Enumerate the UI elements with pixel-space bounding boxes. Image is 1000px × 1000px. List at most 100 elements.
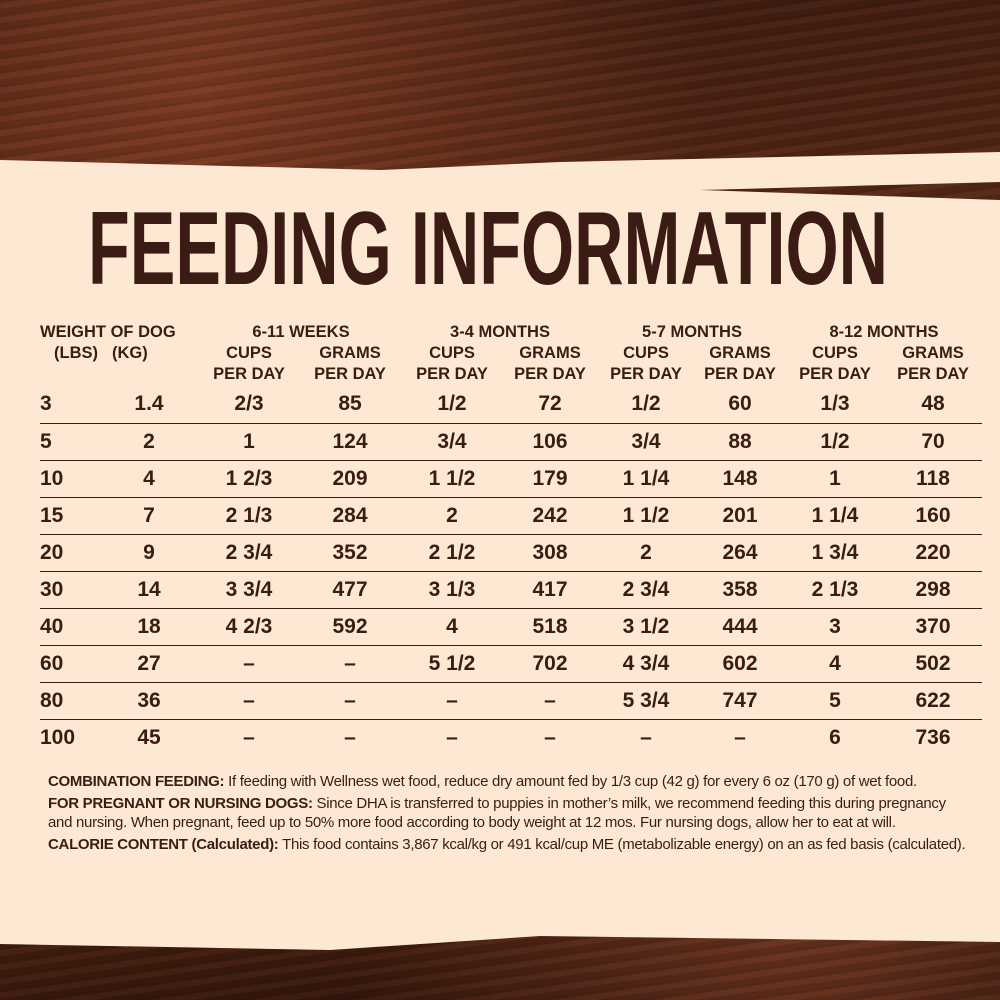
note-text: This food contains 3,867 kcal/kg or 491 … xyxy=(278,836,966,853)
header-grams: GRAMS xyxy=(709,344,771,362)
table-cell: 1 1/2 xyxy=(598,497,694,535)
table-row: 5 2 1 124 3/4 106 3/4 88 1/2 70 xyxy=(40,423,982,461)
table-cell: 209 xyxy=(298,460,402,498)
table-cell: – xyxy=(502,682,598,720)
table-cell: 160 xyxy=(884,497,982,535)
table-cell: 592 xyxy=(298,608,402,646)
table-cell: 80 xyxy=(40,682,98,720)
table-cell: 220 xyxy=(884,534,982,572)
table-cell: 1/3 xyxy=(786,385,884,424)
table-row: 20 9 2 3/4 352 2 1/2 308 2 264 1 3/4 220 xyxy=(40,534,982,572)
table-cell: 1 1/4 xyxy=(786,497,884,535)
table-cell: 2 1/3 xyxy=(200,497,298,535)
table-cell: 36 xyxy=(98,682,200,720)
table-cell: 1/2 xyxy=(786,423,884,461)
table-cell: 1/2 xyxy=(598,385,694,424)
table-cell: 1/2 xyxy=(402,385,502,424)
table-row: 10 4 1 2/3 209 1 1/2 179 1 1/4 148 1 118 xyxy=(40,460,982,498)
table-cell: 3 3/4 xyxy=(200,571,298,609)
table-cell: 85 xyxy=(298,385,402,424)
header-spacer xyxy=(40,364,98,385)
table-cell: 242 xyxy=(502,497,598,535)
table-cell: 1 xyxy=(200,423,298,461)
table-cell: 502 xyxy=(884,645,982,683)
note-text: If feeding with Wellness wet food, reduc… xyxy=(224,773,917,790)
note-calorie: CALORIE CONTENT (Calculated): This food … xyxy=(48,835,968,854)
table-cell: – xyxy=(243,726,255,749)
header-per-day: PER DAY xyxy=(799,365,871,383)
header-group: 6-11 WEEKS xyxy=(252,323,350,341)
table-cell: 4 xyxy=(402,608,502,646)
table-cell: 106 xyxy=(502,423,598,461)
table-cell: 2 xyxy=(98,423,200,461)
table-cell: 10 xyxy=(40,460,98,498)
table-cell: 45 xyxy=(137,726,161,749)
table-cell: 2 3/4 xyxy=(200,534,298,572)
table-cell: 14 xyxy=(98,571,200,609)
table-cell: – xyxy=(344,726,356,749)
table-cell: 1 xyxy=(786,460,884,498)
header-per-day: PER DAY xyxy=(514,365,586,383)
table-cell: 1 2/3 xyxy=(200,460,298,498)
header-grams: GRAMS xyxy=(319,344,381,362)
table-cell: 148 xyxy=(694,460,786,498)
table-cell: 477 xyxy=(298,571,402,609)
table-cell: 1 3/4 xyxy=(786,534,884,572)
table-cell: 48 xyxy=(884,385,982,424)
table-cell: 747 xyxy=(694,682,786,720)
header-cups: CUPS xyxy=(812,344,858,362)
table-cell: 2 1/3 xyxy=(786,571,884,609)
header-weight: WEIGHT OF DOG xyxy=(40,323,176,341)
table-row: 100 45 – – – – – – 6 736 xyxy=(40,720,982,757)
table-cell: 118 xyxy=(884,460,982,498)
header-spacer xyxy=(98,364,200,385)
table-cell: 3/4 xyxy=(402,423,502,461)
table-cell: 264 xyxy=(694,534,786,572)
note-label: COMBINATION FEEDING: xyxy=(48,773,225,790)
table-cell: 27 xyxy=(98,645,200,683)
table-cell: 370 xyxy=(884,608,982,646)
feeding-table: WEIGHT OF DOG 6-11 WEEKS 3-4 MONTHS 5-7 … xyxy=(40,322,982,756)
header-per-day: PER DAY xyxy=(704,365,776,383)
table-cell: 5 xyxy=(786,682,884,720)
header-grams: GRAMS xyxy=(902,344,964,362)
table-cell: 3/4 xyxy=(598,423,694,461)
table-row: 60 27– –5 1/2 702 4 3/4 602 4 502 xyxy=(40,645,982,683)
table-cell: – xyxy=(200,682,298,720)
table-cell: 6 xyxy=(829,726,841,749)
table-cell: 1 1/2 xyxy=(402,460,502,498)
header-group: 8-12 MONTHS xyxy=(829,323,939,341)
header-cups: CUPS xyxy=(226,344,272,362)
table-cell: 1 1/4 xyxy=(598,460,694,498)
header-per-day: PER DAY xyxy=(610,365,682,383)
feeding-notes: COMBINATION FEEDING: If feeding with Wel… xyxy=(48,772,968,857)
table-row: 80 36– – – –5 3/4 747 5 622 xyxy=(40,682,982,720)
table-cell: 2 3/4 xyxy=(598,571,694,609)
table-cell: 358 xyxy=(694,571,786,609)
table-cell: 284 xyxy=(298,497,402,535)
note-label: FOR PREGNANT OR NURSING DOGS: xyxy=(48,795,313,812)
table-cell: 72 xyxy=(502,385,598,424)
note-label: CALORIE CONTENT (Calculated): xyxy=(48,836,279,853)
table-cell: 736 xyxy=(915,726,951,749)
header-grams: GRAMS xyxy=(519,344,581,362)
page-title: FEEDING INFORMATION xyxy=(88,200,888,295)
table-cell: 602 xyxy=(694,645,786,683)
table-cell: 3 1/2 xyxy=(598,608,694,646)
table-cell: 7 xyxy=(98,497,200,535)
table-cell: 444 xyxy=(694,608,786,646)
header-group: 5-7 MONTHS xyxy=(642,323,742,341)
table-cell: 60 xyxy=(40,645,98,683)
table-cell: 60 xyxy=(694,385,786,424)
header-cups: CUPS xyxy=(623,344,669,362)
table-cell: 3 xyxy=(786,608,884,646)
table-cell: 40 xyxy=(40,608,98,646)
table-cell: 4 xyxy=(786,645,884,683)
table-cell: 4 xyxy=(98,460,200,498)
table-cell: 18 xyxy=(98,608,200,646)
table-cell: 1.4 xyxy=(98,385,200,424)
table-row: 40 18 4 2/3 592 4 518 3 1/2 444 3 370 xyxy=(40,608,982,646)
table-cell: 417 xyxy=(502,571,598,609)
table-cell: 4 2/3 xyxy=(200,608,298,646)
table-cell: 9 xyxy=(98,534,200,572)
